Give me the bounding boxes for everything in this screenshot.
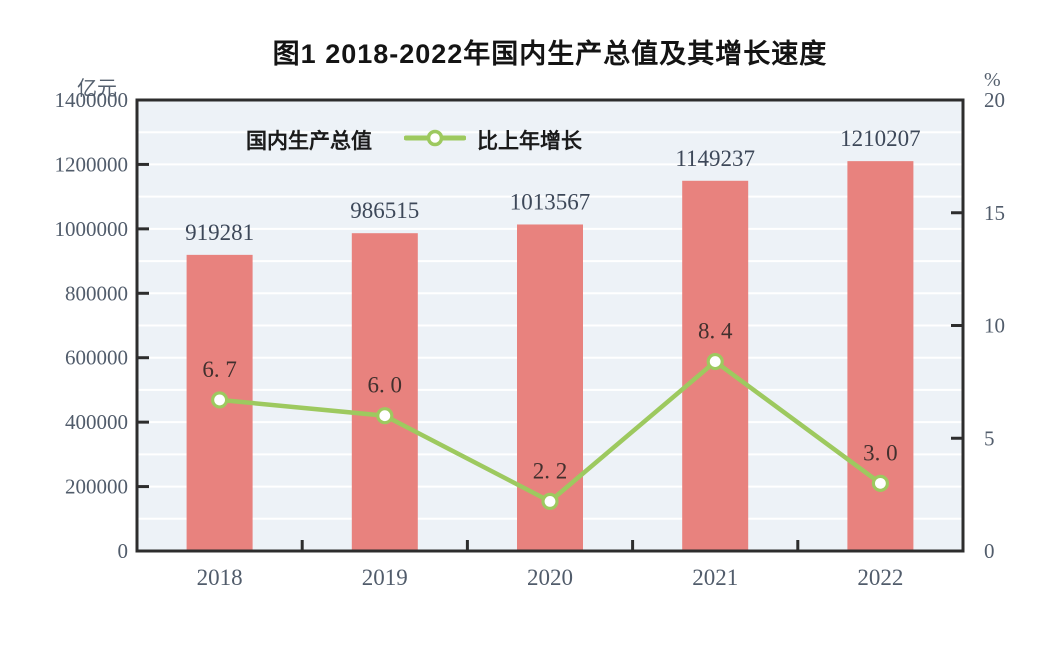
gdp-value-label-2018: 919281 [185,220,254,245]
growth-marker-2022 [871,474,890,492]
right-axis-tick-label: 10 [984,314,1005,338]
growth-value-label-2022: 3. 0 [863,440,898,465]
legend: 国内生产总值 比上年增长 [178,128,582,153]
growth-marker-2020 [541,492,559,510]
gdp-value-label-2022: 1210207 [840,126,921,151]
x-axis-year-label: 2020 [527,565,573,590]
left-axis-tick-label: 1000000 [55,217,129,241]
left-axis-unit-label: 亿元 [77,78,117,100]
x-axis-year-label: 2021 [692,565,738,590]
right-axis-tick-label: 0 [984,539,995,563]
growth-value-label-2021: 8. 4 [698,319,733,344]
growth-marker-2019 [376,407,394,425]
chart-title: 图1 2018-2022年国内生产总值及其增长速度 [272,39,828,69]
x-axis-year-label: 2018 [197,565,243,590]
right-axis-tick-label: 15 [984,201,1005,225]
right-axis-tick-label: 20 [984,88,1005,112]
left-axis-tick-label: 0 [118,539,129,563]
x-axis-year-label: 2019 [362,565,408,590]
growth-marker-2018 [211,391,229,409]
right-axis-tick-label: 5 [984,426,995,450]
growth-value-label-2020: 2. 2 [533,458,568,483]
x-axis-year-label: 2022 [857,565,903,590]
gdp-value-label-2021: 1149237 [675,146,755,171]
left-axis-tick-label: 400000 [65,410,128,434]
gdp-bar-2019 [351,233,418,551]
gdp-value-label-2019: 986515 [350,198,419,223]
legend-bar-label: 国内生产总值 [246,130,372,153]
growth-value-label-2019: 6. 0 [368,373,403,398]
gdp-bar-2022 [847,161,914,552]
right-axis-unit-label: % [984,69,1001,91]
plot-border [135,98,965,553]
gdp-value-label-2020: 1013567 [510,189,591,214]
growth-value-label-2018: 6. 7 [202,357,237,382]
left-axis-tick-label: 200000 [65,475,128,499]
growth-marker-2021 [706,352,724,371]
left-axis-tick-label: 1200000 [55,152,129,176]
left-axis-tick-label: 1400000 [55,88,129,112]
legend-line-marker-icon [403,128,467,153]
left-axis-tick-label: 800000 [65,281,128,305]
left-axis-tick-label: 600000 [65,346,128,370]
legend-line-label: 比上年增长 [477,130,582,153]
legend-bar-swatch [178,131,235,149]
